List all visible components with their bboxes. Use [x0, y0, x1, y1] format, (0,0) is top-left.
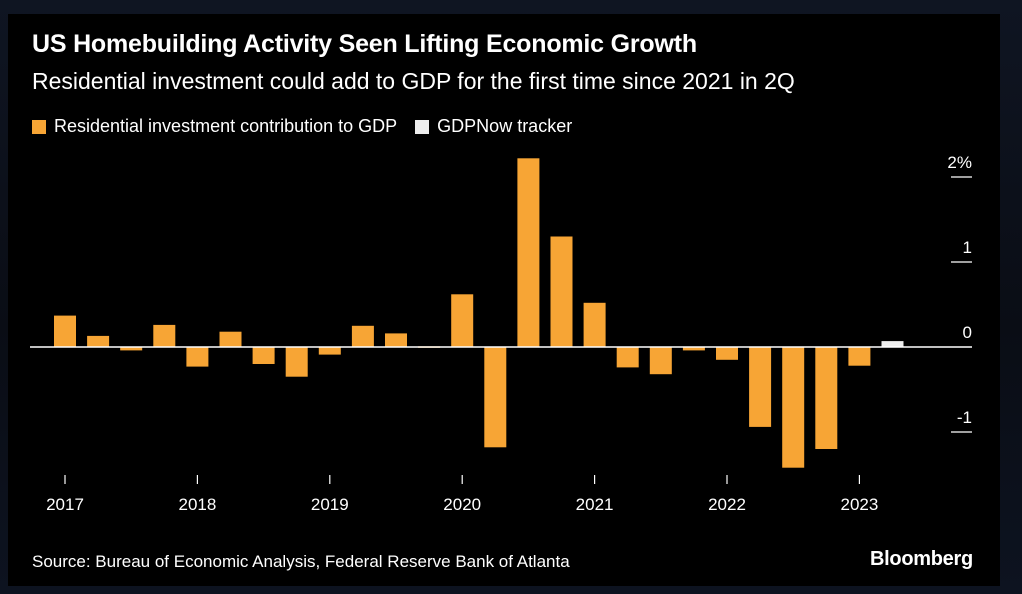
bar-residential-2022Q1	[716, 347, 738, 360]
x-tick-label-2021: 2021	[576, 495, 614, 514]
bar-residential-2017Q2	[87, 335, 110, 347]
bar-residential-2019Q2	[351, 325, 374, 348]
bar-residential-2018Q4	[285, 347, 308, 377]
bar-residential-2019Q1	[318, 347, 341, 355]
x-tick-label-2023: 2023	[840, 495, 878, 514]
bar-residential-2017Q3	[120, 347, 143, 351]
chart-title: US Homebuilding Activity Seen Lifting Ec…	[32, 30, 697, 58]
bar-residential-2018Q1	[186, 347, 209, 367]
bar-residential-2020Q1	[451, 294, 474, 347]
legend-item-gdpnow: GDPNow tracker	[415, 116, 572, 137]
legend-label-gdpnow: GDPNow tracker	[437, 116, 573, 136]
x-tick-label-2019: 2019	[311, 495, 349, 514]
bar-residential-2019Q3	[385, 333, 407, 347]
bar-residential-2020Q4	[550, 236, 573, 347]
bar-residential-2021Q2	[616, 347, 639, 368]
y-tick-label-2: 0	[963, 323, 972, 342]
bar-residential-2023Q1	[848, 347, 871, 366]
y-tick-label-1: 1	[963, 238, 972, 257]
bar-residential-2021Q3	[649, 347, 672, 375]
bar-residential-2022Q2	[749, 347, 772, 427]
bar-residential-2017Q1	[54, 315, 76, 347]
x-tick-label-2017: 2017	[46, 495, 84, 514]
legend-item-residential: Residential investment contribution to G…	[32, 116, 397, 137]
chart-card	[8, 14, 1000, 586]
bar-residential-2018Q3	[252, 347, 275, 364]
legend-label-residential: Residential investment contribution to G…	[54, 116, 398, 136]
bar-residential-2017Q4	[153, 324, 176, 347]
source-note: Source: Bureau of Economic Analysis, Fed…	[32, 552, 570, 571]
x-tick-label-2018: 2018	[178, 495, 216, 514]
bar-gdpnow-2023Q2	[881, 341, 904, 348]
chart-subtitle: Residential investment could add to GDP …	[32, 68, 795, 94]
bar-residential-2022Q4	[815, 347, 838, 449]
bar-residential-2021Q4	[682, 347, 705, 351]
legend-swatch-residential	[32, 119, 46, 134]
y-tick-label-3: -1	[957, 408, 972, 427]
bloomberg-logo: Bloomberg	[870, 548, 973, 570]
bar-residential-2020Q2	[484, 347, 507, 448]
x-tick-label-2020: 2020	[443, 495, 481, 514]
bar-residential-2020Q3	[517, 158, 540, 347]
bar-residential-2021Q1	[583, 302, 606, 347]
y-tick-label-0: 2%	[947, 153, 972, 172]
bar-residential-2018Q2	[219, 331, 242, 347]
legend: Residential investment contribution to G…	[32, 116, 590, 137]
legend-swatch-gdpnow	[415, 119, 430, 134]
x-tick-label-2022: 2022	[708, 495, 746, 514]
bar-residential-2022Q3	[782, 347, 805, 468]
